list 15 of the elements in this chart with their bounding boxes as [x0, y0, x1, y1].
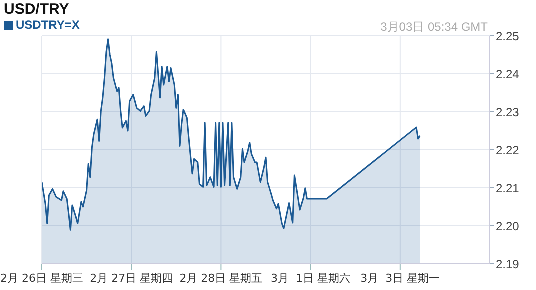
x-tick-label: 2月 27日 星期四 — [90, 272, 174, 285]
y-tick-label: 2.25 — [496, 29, 520, 44]
legend-label: USDTRY=X — [15, 18, 80, 32]
y-tick-label: 2.21 — [496, 181, 520, 196]
x-tick-label: 3月 1日 星期六 — [271, 272, 351, 285]
y-tick-label: 2.23 — [496, 105, 520, 120]
chart-title: USD/TRY — [4, 1, 70, 18]
text: 3月03日 05:34 GMT — [380, 19, 488, 36]
y-tick-label: 2.22 — [496, 143, 520, 158]
x-tick-label: 3月 3日 星期一 — [360, 272, 440, 285]
y-tick-label: 2.24 — [496, 67, 520, 82]
y-tick-label: 2.20 — [496, 219, 520, 234]
x-tick-label: 2月 28日 星期五 — [180, 272, 263, 285]
x-tick-label: 2月 26日 星期三 — [0, 272, 84, 285]
y-tick-label: 2.19 — [496, 257, 520, 272]
